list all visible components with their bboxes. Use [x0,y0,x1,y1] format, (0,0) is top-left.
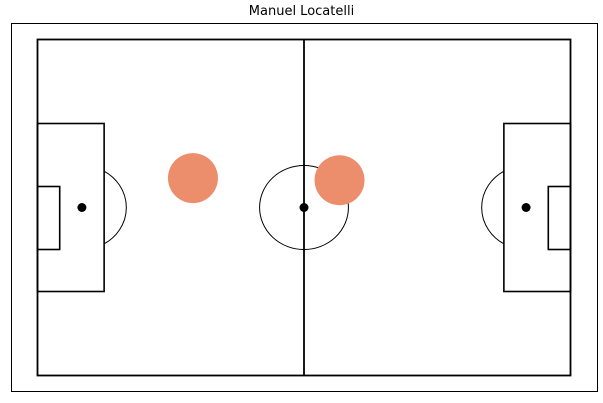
right-six-yard-box [547,185,572,251]
left-penalty-spot [77,203,87,212]
data-point-2 [314,155,365,206]
left-penalty-arc [103,170,127,245]
center-spot [299,203,309,212]
center-circle [259,165,349,250]
data-point-1 [167,153,218,204]
right-penalty-spot [521,203,531,212]
chart-title: Manuel Locatelli [248,4,355,19]
right-penalty-area [503,122,572,293]
plot-frame [11,23,598,392]
left-six-yard-box [36,185,61,251]
left-penalty-area [36,122,105,293]
right-penalty-arc [481,170,505,245]
